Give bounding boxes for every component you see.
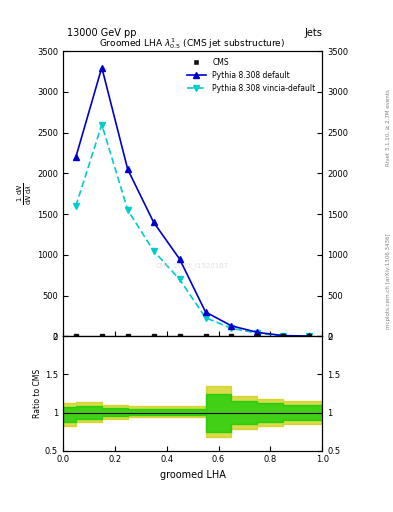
Text: 13000 GeV pp: 13000 GeV pp bbox=[67, 28, 136, 38]
Pythia 8.308 vincia-default bbox=[203, 315, 208, 321]
Pythia 8.308 vincia-default bbox=[151, 248, 156, 254]
Y-axis label: Ratio to CMS: Ratio to CMS bbox=[33, 369, 42, 418]
Title: Groomed LHA $\lambda^{1}_{0.5}$ (CMS jet substructure): Groomed LHA $\lambda^{1}_{0.5}$ (CMS jet… bbox=[99, 36, 286, 51]
Pythia 8.308 default bbox=[151, 219, 156, 225]
X-axis label: groomed LHA: groomed LHA bbox=[160, 470, 226, 480]
Text: CMS_2021_I1920187: CMS_2021_I1920187 bbox=[156, 262, 229, 268]
Pythia 8.308 default bbox=[281, 333, 286, 339]
Pythia 8.308 vincia-default bbox=[125, 207, 130, 213]
Pythia 8.308 default bbox=[125, 166, 130, 173]
Text: Jets: Jets bbox=[305, 28, 322, 38]
Pythia 8.308 vincia-default bbox=[177, 276, 182, 283]
Text: mcplots.cern.ch [arXiv:1306.3436]: mcplots.cern.ch [arXiv:1306.3436] bbox=[386, 234, 391, 329]
Pythia 8.308 default bbox=[255, 329, 260, 335]
Legend: CMS, Pythia 8.308 default, Pythia 8.308 vincia-default: CMS, Pythia 8.308 default, Pythia 8.308 … bbox=[184, 55, 318, 96]
Pythia 8.308 vincia-default bbox=[307, 333, 312, 339]
Pythia 8.308 default bbox=[73, 154, 78, 160]
Pythia 8.308 default bbox=[177, 256, 182, 262]
Text: Rivet 3.1.10, ≥ 2.7M events: Rivet 3.1.10, ≥ 2.7M events bbox=[386, 90, 391, 166]
Line: Pythia 8.308 vincia-default: Pythia 8.308 vincia-default bbox=[72, 121, 313, 339]
Pythia 8.308 vincia-default bbox=[99, 121, 104, 127]
Pythia 8.308 default bbox=[229, 323, 234, 329]
Pythia 8.308 vincia-default bbox=[255, 330, 260, 336]
Pythia 8.308 vincia-default bbox=[229, 325, 234, 331]
Pythia 8.308 default bbox=[307, 333, 312, 339]
Line: Pythia 8.308 default: Pythia 8.308 default bbox=[72, 64, 313, 339]
Pythia 8.308 default bbox=[99, 65, 104, 71]
Pythia 8.308 vincia-default bbox=[73, 203, 78, 209]
Y-axis label: $\frac{1}{\mathrm{d}N}\frac{\mathrm{d}N}{\mathrm{d}\lambda}$: $\frac{1}{\mathrm{d}N}\frac{\mathrm{d}N}… bbox=[16, 183, 34, 205]
Pythia 8.308 default bbox=[203, 309, 208, 315]
Pythia 8.308 vincia-default bbox=[281, 333, 286, 339]
